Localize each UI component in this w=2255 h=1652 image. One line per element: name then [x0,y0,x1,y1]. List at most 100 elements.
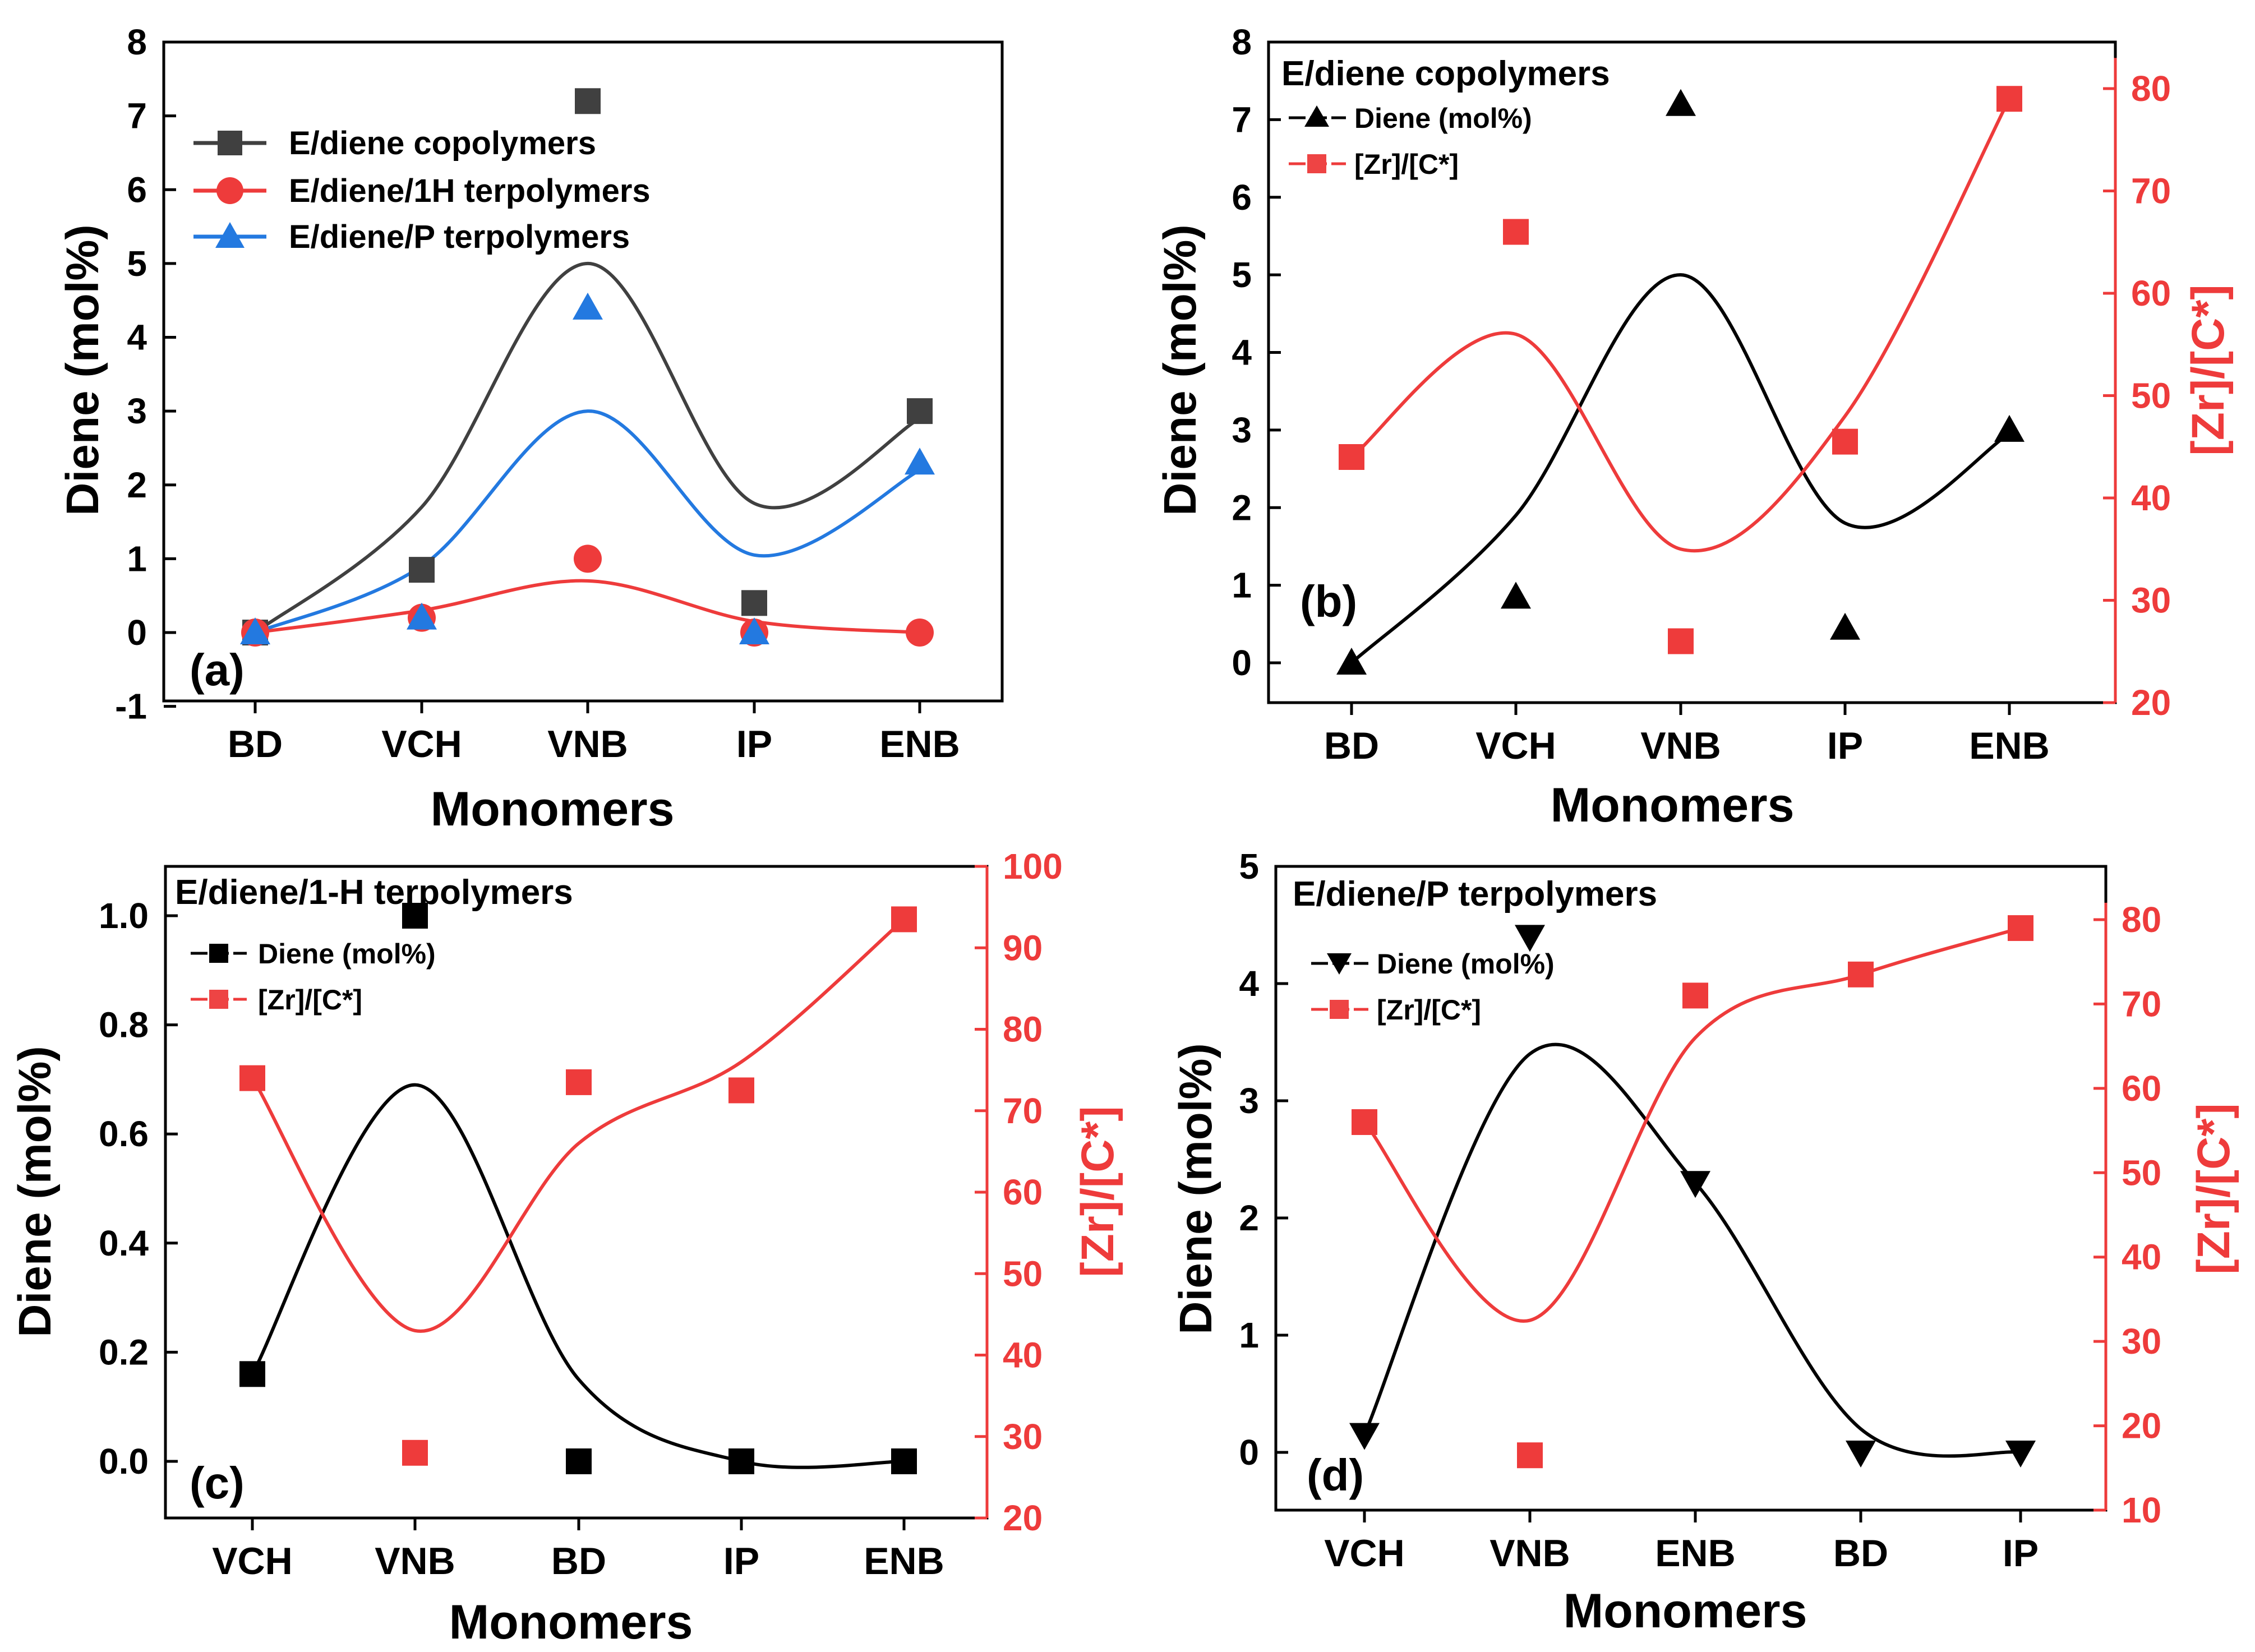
a-point-2-enb [906,619,934,647]
panel-d-y-axis-title: Diene (mol%) [1170,1043,1221,1334]
b-x-tick-label-enb: ENB [1969,725,2050,767]
b-point-1-enb [1994,414,2025,442]
legend-circle-marker [216,177,243,204]
b-y-tick-label: 0 [1232,643,1252,683]
legend-triangle-marker [215,222,245,248]
d-x-tick-label-ip: IP [2003,1532,2039,1575]
a-y-tick-label: 2 [127,465,147,505]
b-point-1-bd [1336,648,1367,675]
panel-d-fit-curves [1363,926,2021,1458]
c-x-tick-label-vnb: VNB [375,1540,455,1582]
panel-c-label: (c) [190,1458,245,1508]
panel-d-right-y-ticks: 10 20 30 40 50 60 70 80 [2093,899,2161,1530]
b-x-tick-label-ip: IP [1827,725,1863,767]
c-fit-curve-2 [251,918,905,1333]
c-x-tick-label-bd: BD [551,1540,606,1582]
c-y2-tick-label: 100 [1003,846,1063,887]
b-y2-tick-label: 40 [2131,478,2171,518]
a-fit-curve-1 [254,261,921,634]
c-y2-tick-label: 20 [1003,1498,1043,1538]
b-y2-tick-label: 80 [2131,68,2171,109]
d-y-tick-label: 5 [1239,846,1259,887]
d-y2-tick-label: 80 [2122,899,2161,940]
panel-b-x-ticks: BD VCH VNB IP ENB [1324,703,2050,767]
b-point-2-ip [1832,428,1858,455]
d-y-tick-label: 4 [1239,963,1259,1004]
d-y-tick-label: 0 [1239,1432,1259,1473]
panel-b-fit-curves [1350,98,2011,665]
d-y2-tick-label: 30 [2122,1321,2161,1362]
panel-d-title: E/diene/P terpolymers [1293,875,1657,913]
c-y-tick-label: 0.4 [99,1223,149,1263]
d-y-tick-label: 1 [1239,1315,1259,1355]
panel-c-left-y-ticks: 0.0 0.2 0.4 0.6 0.8 1.0 [99,896,178,1482]
panel-b-title: E/diene copolymers [1281,54,1610,93]
panel-a: -1 0 1 2 3 4 5 6 7 8 BD VCH VNB IP ENB E/diene copoly… [57,22,1004,836]
d-y2-tick-label: 10 [2122,1490,2161,1530]
d-point-2-vch [1352,1109,1377,1136]
a-y-tick-label: 4 [127,317,147,358]
panel-b-y-axis-title: Diene (mol%) [1155,224,1206,515]
c-point-2-bd [566,1069,592,1095]
d-fit-curve-1 [1363,1042,2021,1458]
d-x-tick-label-vch: VCH [1324,1532,1405,1575]
d-y-tick-label: 3 [1239,1081,1259,1121]
b-fit-curve-1 [1350,273,2010,665]
b-y-tick-label: 1 [1232,565,1252,606]
legend-square-marker [1330,1000,1349,1019]
panel-d-x-ticks: VCH VNB ENB BD IP [1324,1510,2039,1575]
legend-square-marker [218,131,242,155]
c-y-tick-label: 0.2 [99,1332,149,1372]
b-y-tick-label: 6 [1232,177,1252,218]
c-fit-curve-1 [251,1083,905,1469]
panel-b-right-y-ticks: 20 30 40 50 60 70 80 [2103,58,2171,723]
b-y-tick-label: 8 [1232,22,1252,62]
d-point-1-vch [1349,1423,1380,1450]
a-x-tick-label-vnb: VNB [547,723,628,765]
c-y2-tick-label: 60 [1003,1172,1043,1212]
b-y2-tick-label: 30 [2131,580,2171,621]
b-point-2-vnb [1668,628,1694,654]
c-x-tick-label-enb: ENB [864,1540,944,1582]
d-point-2-ip [2008,915,2033,942]
panel-a-y-ticks: -1 0 1 2 3 4 5 6 7 8 [115,22,176,727]
panel-b-right-y-axis-title: [Zr]/[C*] [2183,284,2234,455]
panel-c-y-axis-title: Diene (mol%) [10,1046,61,1337]
a-point-1-vnb [575,88,601,114]
panel-b-legend-item-1: Diene (mol%) [1354,103,1532,134]
d-point-2-enb [1682,982,1708,1009]
b-point-1-ip [1830,612,1860,640]
a-point-2-vnb [574,544,602,573]
c-y2-tick-label: 40 [1003,1335,1043,1376]
a-y-tick-label: 5 [127,243,147,284]
a-x-tick-label-bd: BD [228,723,283,765]
panel-a-data-points [240,88,935,647]
b-y2-tick-label: 60 [2131,273,2171,313]
b-y-tick-label: 4 [1232,333,1252,373]
d-point-1-ip [2005,1441,2036,1468]
panel-c-right-y-axis-title: [Zr]/[C*] [1072,1106,1123,1277]
c-point-1-vch [239,1361,265,1387]
panel-c-x-ticks: VCH VNB BD IP ENB [212,1518,944,1582]
d-y2-tick-label: 70 [2122,984,2161,1024]
a-point-3-bd [240,617,270,644]
c-y2-tick-label: 50 [1003,1253,1043,1294]
panel-b-label: (b) [1300,576,1357,626]
a-y-tick-label: 1 [127,538,147,579]
legend-triangle-marker [1304,105,1329,127]
b-x-tick-label-vnb: VNB [1640,725,1721,767]
b-x-tick-label-vch: VCH [1475,725,1556,767]
a-fit-curve-2 [255,579,920,634]
a-x-tick-label-ip: IP [736,723,772,765]
a-point-1-enb [907,398,933,424]
d-x-tick-label-enb: ENB [1655,1532,1736,1575]
c-point-1-enb [891,1448,917,1474]
d-point-1-vnb [1515,925,1545,952]
b-point-2-bd [1339,444,1364,470]
panel-d-legend: Diene (mol%) [Zr]/[C*] [1311,948,1555,1026]
c-point-2-vch [239,1065,265,1091]
a-y-tick-label: 3 [127,391,147,431]
a-point-3-vch [407,602,437,630]
panel-c-x-axis-title: Monomers [449,1595,693,1649]
